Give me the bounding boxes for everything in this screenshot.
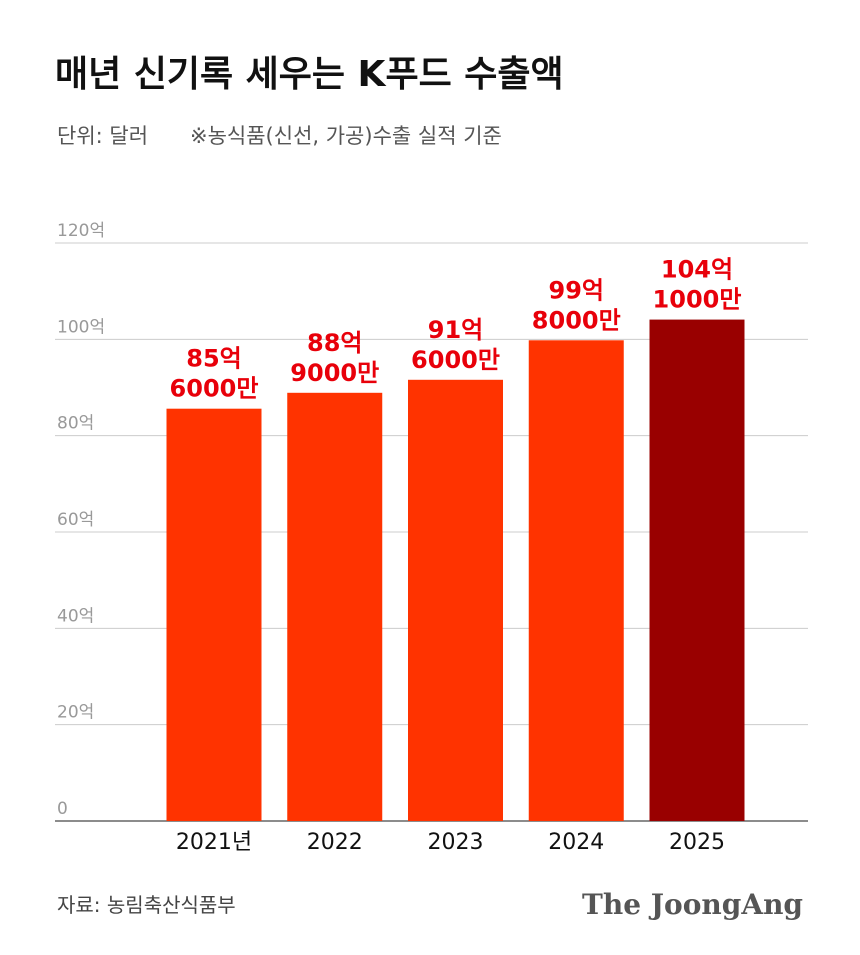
chart-title: 매년 신기록 세우는 K푸드 수출액 [55,54,564,95]
bar [287,392,383,821]
y-tick-label: 20억 [57,703,94,723]
bar [528,340,624,821]
value-label: 88억 [307,329,362,357]
value-label: 1000만 [653,286,742,314]
logo: The JoongAng [582,888,803,921]
value-label: 6000만 [170,375,259,403]
x-tick-label: 2023 [428,830,484,855]
value-label: 8000만 [532,306,621,334]
x-tick-label: 2024 [548,830,604,855]
x-tick-label: 2025 [669,830,725,855]
unit-note: 단위: 달러 [57,124,148,148]
note: ※농식품(신선, 가공)수출 실적 기준 [190,124,502,148]
value-label: 91억 [428,316,483,344]
value-label: 6000만 [411,346,500,374]
y-tick-label: 0 [57,799,68,819]
y-tick-label: 40억 [57,606,94,626]
value-label: 85억 [186,345,241,373]
source: 자료: 농림축산식품부 [57,893,236,917]
bar [408,379,503,821]
x-tick-label: 2021년 [176,830,252,855]
bar [166,408,262,821]
bar [649,319,745,821]
value-label: 104억 [661,256,733,284]
value-label: 99억 [549,276,604,304]
y-tick-label: 120억 [57,221,105,241]
value-label: 9000만 [290,359,379,387]
y-tick-label: 100억 [57,317,105,337]
y-tick-label: 80억 [57,414,94,434]
x-tick-label: 2022 [307,830,363,855]
y-tick-label: 60억 [57,510,94,530]
